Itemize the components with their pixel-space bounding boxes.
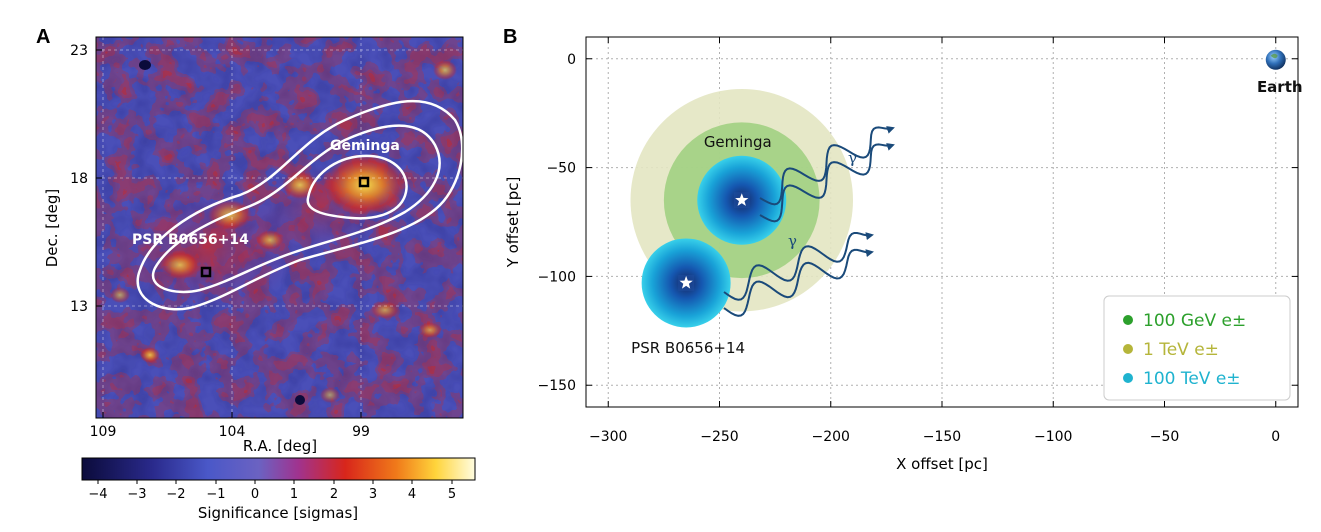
xtick-5: −50 (1150, 429, 1180, 445)
colorbar (81, 457, 476, 481)
xtick-0: −300 (589, 429, 627, 445)
cb-tick-4: 0 (251, 487, 259, 502)
cb-tick-2: −2 (166, 487, 185, 502)
psr-marker (200, 266, 212, 278)
psr-map-label: PSR B0656+14 (132, 232, 249, 248)
legend-dot-0 (1123, 315, 1133, 325)
geminga-map-label: Geminga (330, 138, 400, 154)
map-frame (95, 36, 464, 419)
ytick-1: −50 (546, 161, 576, 177)
xtick-6: 0 (1271, 429, 1280, 445)
xtick-1: −250 (700, 429, 738, 445)
legend-label-0: 100 GeV e± (1143, 311, 1246, 331)
gamma-wave-geminga-2 (759, 143, 895, 223)
xtick-2: −200 (812, 429, 850, 445)
xtick-3: −150 (923, 429, 961, 445)
offset-xlabel: X offset [pc] (896, 455, 988, 473)
colorbar-label: Significance [sigmas] (198, 504, 358, 522)
panel-b: B γ γ Geminga PSR B0656+14 Earth −300 −250 −200… (503, 26, 1303, 473)
cb-tick-0: −4 (88, 487, 107, 502)
map-ytick-0: 23 (70, 43, 88, 59)
contour-inner (306, 154, 408, 220)
earth-icon (1265, 49, 1286, 70)
cb-tick-8: 4 (408, 487, 416, 502)
gamma-wave-psr-2 (723, 248, 874, 317)
map-xlabel: R.A. [deg] (243, 437, 317, 455)
panel-b-letter: B (503, 26, 517, 48)
legend-dot-2 (1123, 373, 1133, 383)
legend-dot-1 (1123, 344, 1133, 354)
geminga-label: Geminga (704, 133, 772, 151)
cb-tick-7: 3 (369, 487, 377, 502)
ytick-2: −100 (538, 269, 576, 285)
earth-label: Earth (1257, 78, 1303, 96)
ytick-0: 0 (567, 52, 576, 68)
cb-tick-3: −1 (206, 487, 225, 502)
contour-middle (151, 124, 441, 294)
gamma-label-geminga: γ (848, 149, 857, 167)
legend-box (1103, 295, 1291, 401)
psr-star (679, 275, 693, 289)
map-xtick-0: 109 (90, 424, 117, 440)
ytick-3: −150 (538, 378, 576, 394)
map-ticks (96, 49, 362, 418)
gamma-wave-geminga-1 (759, 126, 895, 206)
legend-label-2: 100 TeV e± (1143, 369, 1241, 389)
psr-label: PSR B0656+14 (631, 339, 745, 357)
cb-tick-9: 5 (448, 487, 456, 502)
map-grid (96, 37, 463, 418)
map-xtick-1: 104 (219, 424, 246, 440)
cb-tick-5: 1 (290, 487, 298, 502)
gamma-wave-psr-1 (723, 232, 874, 301)
panel-a-letter: A (36, 26, 50, 48)
map-ytick-1: 18 (70, 171, 88, 187)
geminga-marker (358, 176, 370, 188)
offset-ylabel: Y offset [pc] (504, 177, 522, 269)
cb-tick-1: −3 (127, 487, 146, 502)
offset-plot: γ γ Geminga PSR B0656+14 Earth −300 −250 −200 −1… (504, 36, 1303, 473)
map-xtick-2: 99 (352, 424, 370, 440)
gamma-label-psr: γ (788, 232, 797, 250)
panel-a: A (36, 26, 476, 522)
significance-map: Geminga PSR B0656+14 (96, 37, 463, 418)
xtick-4: −100 (1034, 429, 1072, 445)
map-ylabel: Dec. [deg] (43, 189, 61, 268)
earth-land (1270, 53, 1278, 59)
contour-outer (136, 99, 463, 311)
legend-label-1: 1 TeV e± (1143, 340, 1219, 360)
colorbar-ticks (97, 480, 453, 484)
cb-tick-6: 2 (330, 487, 338, 502)
map-ytick-2: 13 (70, 299, 88, 315)
geminga-star (735, 193, 749, 206)
